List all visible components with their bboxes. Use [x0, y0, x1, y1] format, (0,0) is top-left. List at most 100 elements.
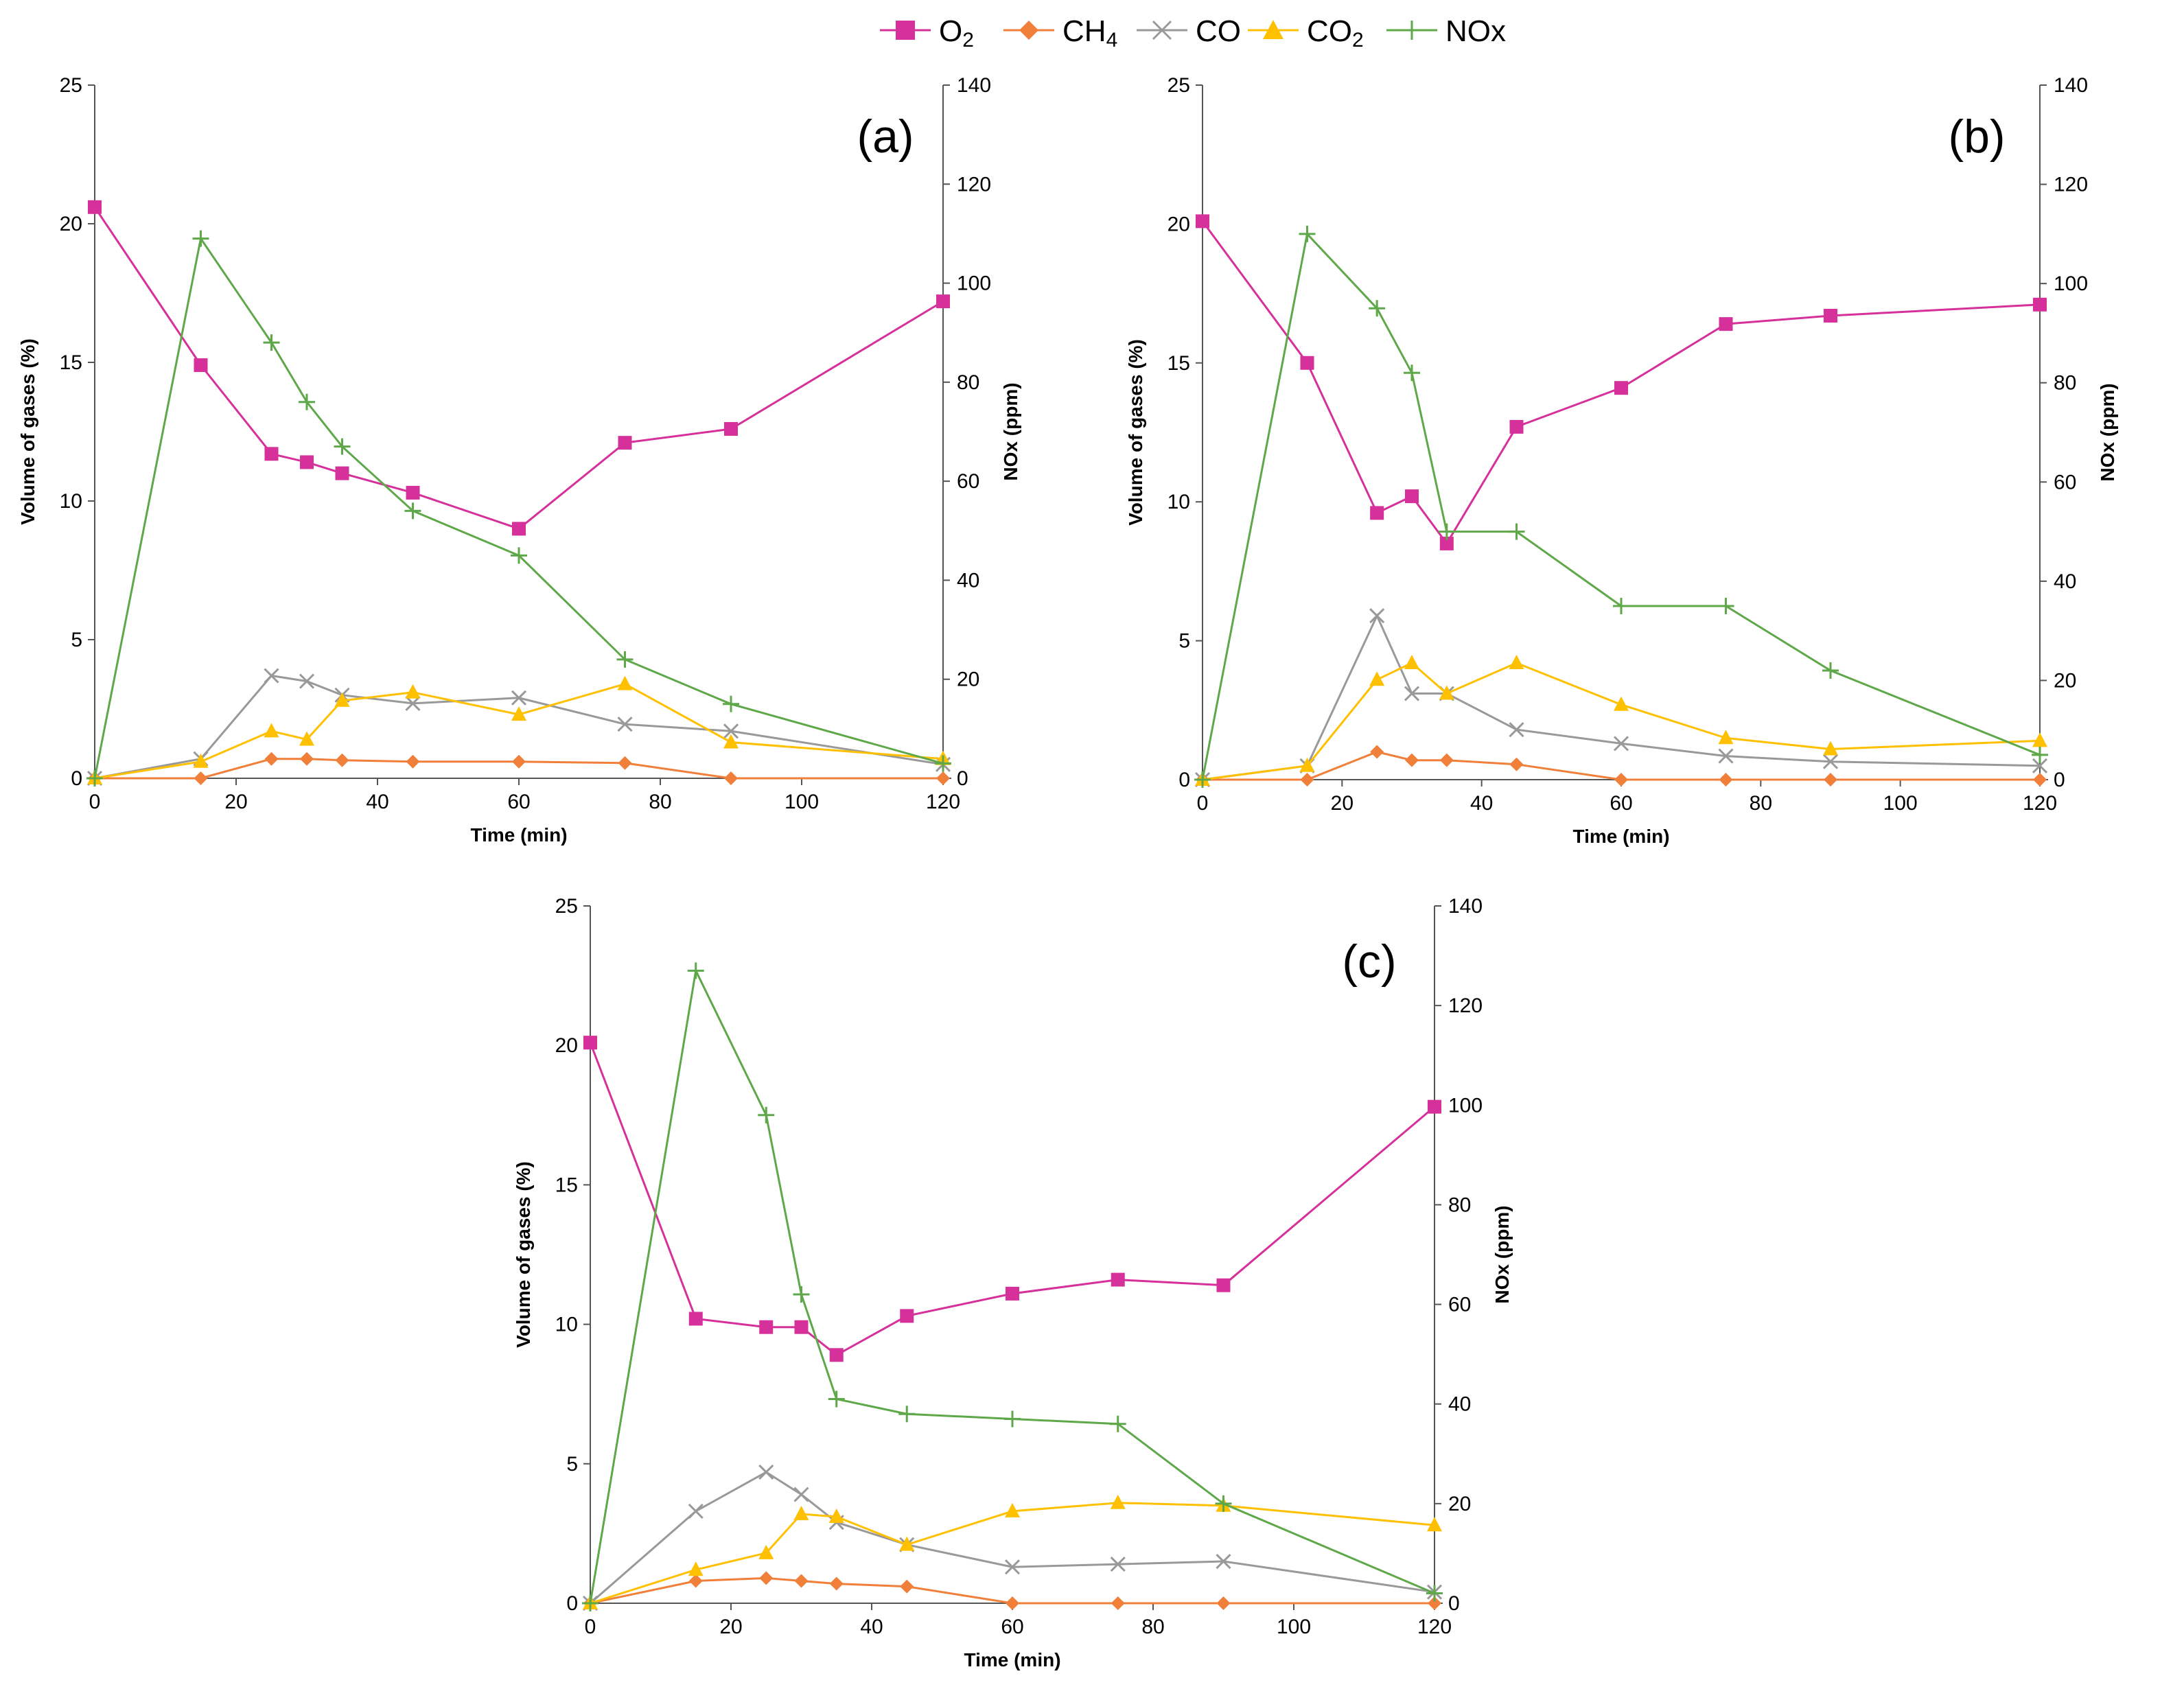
- co-point-2: [758, 1464, 774, 1480]
- x-tick-label: 120: [1417, 1616, 1452, 1638]
- co-point-7: [1718, 748, 1734, 764]
- nox-point-0: [582, 1595, 599, 1611]
- ch4-point-3: [794, 1574, 809, 1588]
- y2-tick-label: 20: [1448, 1493, 1471, 1515]
- legend-item-nox: NOx: [1386, 14, 1506, 48]
- ch4-point-4: [335, 753, 349, 767]
- x-tick-label: 100: [785, 791, 819, 813]
- y-tick-label: 10: [60, 490, 82, 513]
- series-nox: [1194, 225, 2048, 788]
- o2-point-3: [794, 1320, 809, 1334]
- ch4-point-7: [1719, 773, 1733, 787]
- y2-tick-label: 0: [1448, 1592, 1460, 1615]
- co-line: [1202, 613, 2041, 781]
- co2-point-2: [264, 723, 279, 738]
- co-point-8: [1822, 754, 1839, 769]
- panel-label: (a): [857, 110, 914, 163]
- x-tick-label: 80: [1750, 792, 1772, 815]
- ch4-point-8: [724, 771, 738, 785]
- series-co2: [87, 675, 951, 784]
- co2-point-1: [193, 753, 209, 768]
- o2-line: [93, 206, 944, 531]
- nox-point-1: [1299, 225, 1316, 242]
- co2-point-6: [1005, 1502, 1020, 1517]
- ch4-point-1: [1300, 773, 1314, 787]
- series-o2: [1196, 214, 2047, 550]
- nox-point-1: [192, 230, 209, 247]
- ch4-point-4: [1439, 753, 1454, 767]
- x-tick-label: 120: [2023, 792, 2057, 815]
- y2-tick-label: 0: [957, 767, 968, 790]
- ch4-point-5: [406, 754, 420, 769]
- y2-tick-label: 100: [1448, 1094, 1483, 1117]
- nox-point-7: [1717, 598, 1734, 614]
- co2-point-4: [334, 692, 350, 707]
- nox-line: [1201, 231, 2041, 780]
- y2-tick-label: 120: [1448, 994, 1483, 1017]
- o2-point-9: [936, 294, 950, 309]
- svg-text:CO2: CO2: [1307, 14, 1364, 51]
- co-point-3: [793, 1487, 809, 1502]
- y-tick-label: 0: [71, 767, 82, 790]
- y2-tick-label: 140: [1448, 895, 1483, 918]
- y2-tick-label: 60: [957, 470, 979, 493]
- series-nox: [86, 230, 951, 787]
- o2-point-6: [512, 522, 526, 536]
- o2-point-4: [1439, 536, 1454, 550]
- y-tick-label: 20: [1167, 213, 1190, 235]
- o2-point-8: [1824, 308, 1837, 323]
- o2-point-3: [300, 455, 314, 469]
- nox-point-5: [404, 502, 421, 520]
- y2-tick-label: 80: [1448, 1194, 1471, 1216]
- legend-item-co2: CO2: [1248, 14, 1364, 51]
- legend-co2-label: CO: [1307, 14, 1352, 48]
- o2-point-8: [724, 421, 738, 436]
- co-point-6: [511, 690, 527, 706]
- x-tick-label: 0: [89, 791, 101, 813]
- axes: 0 5 10 15 20 25 0 20 40 60 80 100 120 140 0 20 40 60 80 100…: [1167, 74, 2088, 815]
- y-tick-label: 25: [60, 74, 82, 97]
- series-o2: [88, 200, 950, 536]
- x-tick-label: 60: [1001, 1616, 1023, 1638]
- legend: O2 CH4 CO CO2 NOx: [880, 14, 1506, 51]
- x-tick-label: 40: [860, 1616, 883, 1638]
- y-tick-label: 20: [60, 213, 82, 235]
- y-tick-label: 15: [60, 351, 82, 374]
- co-point-3: [1404, 686, 1420, 701]
- ch4-point-1: [194, 771, 208, 785]
- co2-point-6: [511, 706, 526, 721]
- o2-point-1: [194, 358, 208, 373]
- o2-point-6: [1006, 1286, 1019, 1301]
- chart-panel-c: 0 5 10 15 20 25 0 20 40 60 80 100 120 140 0 20 40 60 80 100…: [513, 895, 1513, 1670]
- x-tick-label: 20: [224, 791, 247, 813]
- nox-point-8: [723, 695, 739, 712]
- nox-point-4: [828, 1390, 845, 1408]
- nox-point-4: [334, 438, 351, 455]
- o2-point-9: [1428, 1099, 1441, 1114]
- o2-point-2: [1370, 506, 1384, 520]
- legend-ch4-sub: 4: [1106, 29, 1118, 51]
- nox-point-2: [1369, 300, 1386, 317]
- panel-label: (b): [1948, 110, 2005, 163]
- o2-line: [1201, 220, 2041, 546]
- y2-tick-label: 40: [1448, 1393, 1471, 1416]
- chart-panel-b: 0 5 10 15 20 25 0 20 40 60 80 100 120 140 0 20 40 60 80 100…: [1125, 74, 2118, 847]
- svg-text:O2: O2: [939, 14, 974, 51]
- ch4-point-5: [1509, 757, 1524, 771]
- nox-point-0: [1194, 771, 1211, 788]
- y2-tick-label: 140: [2054, 74, 2088, 97]
- nox-point-8: [1822, 662, 1839, 679]
- co-point-2: [264, 668, 279, 684]
- y2-tick-label: 60: [1448, 1294, 1471, 1316]
- co-point-6: [1004, 1559, 1021, 1575]
- co-point-8: [723, 723, 739, 739]
- x-tick-label: 0: [585, 1616, 596, 1638]
- co2-point-3: [1404, 654, 1419, 669]
- y2-tick-label: 100: [957, 272, 991, 295]
- y-axis-title: Volume of gases (%): [17, 338, 38, 525]
- o2-line: [589, 1042, 1435, 1357]
- o2-point-6: [1614, 381, 1628, 395]
- ch4-point-4: [829, 1576, 844, 1591]
- y-tick-label: 10: [1167, 491, 1190, 513]
- series-co2: [1195, 654, 2047, 786]
